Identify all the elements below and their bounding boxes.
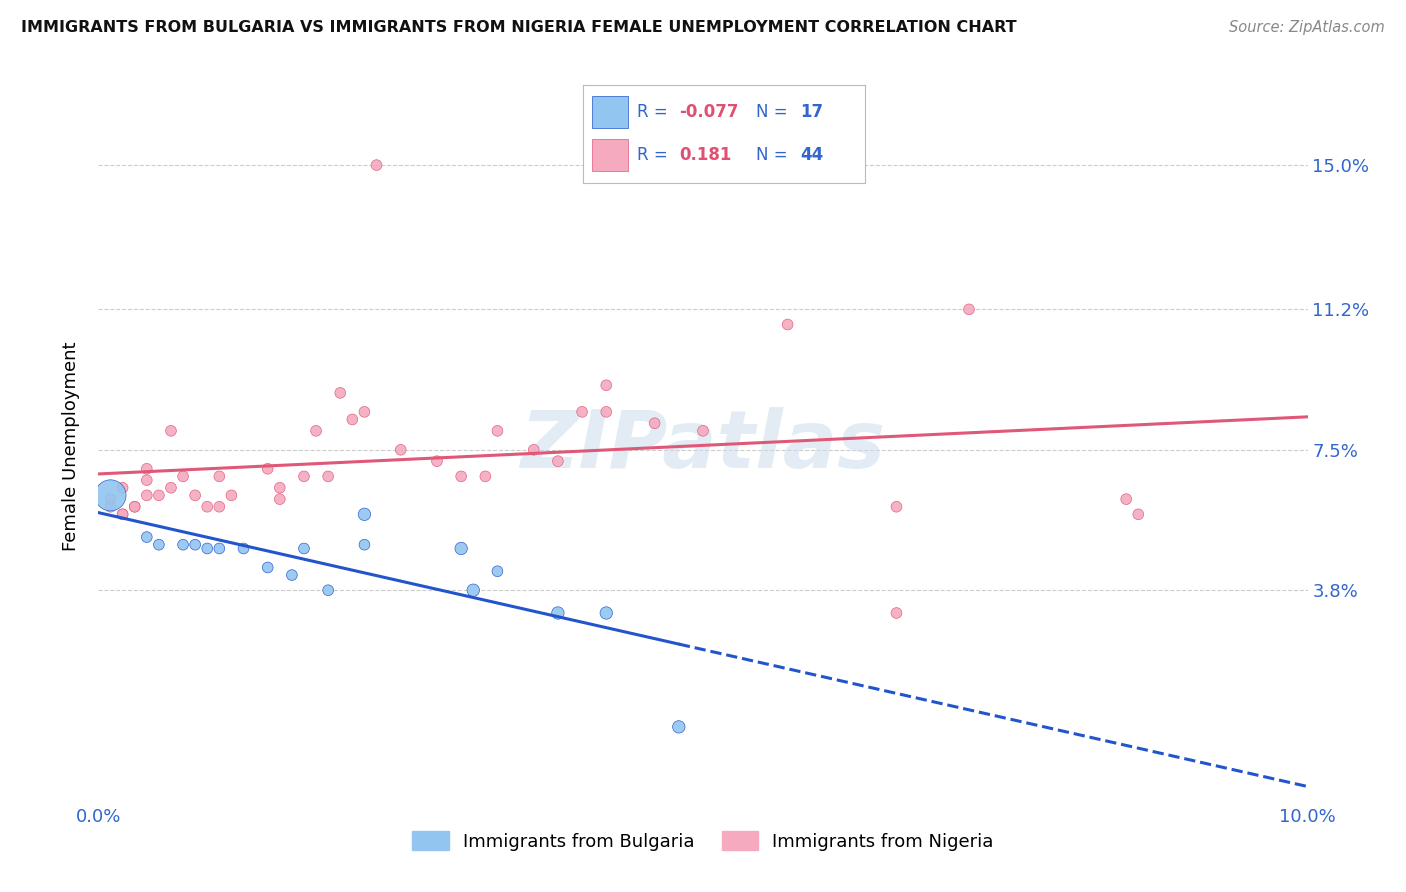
Point [1115, 492, 1137, 507]
Point [523, 442, 546, 457]
Point [135, 473, 157, 487]
Point [184, 538, 207, 552]
Point [463, 583, 485, 598]
Point [957, 302, 980, 317]
Point [342, 412, 364, 426]
Point [547, 454, 569, 468]
Text: N =: N = [756, 146, 793, 164]
Point [221, 488, 243, 502]
Point [571, 405, 593, 419]
Point [124, 500, 146, 514]
Point [292, 469, 315, 483]
Point [316, 469, 339, 483]
Point [269, 481, 291, 495]
Point [547, 606, 569, 620]
Point [486, 564, 509, 578]
Point [426, 454, 449, 468]
Legend: Immigrants from Bulgaria, Immigrants from Nigeria: Immigrants from Bulgaria, Immigrants fro… [405, 824, 1001, 858]
Point [353, 538, 375, 552]
Point [148, 538, 170, 552]
Point [1128, 508, 1150, 522]
Text: R =: R = [637, 146, 673, 164]
Point [111, 508, 134, 522]
Point [100, 492, 122, 507]
Point [208, 469, 231, 483]
Text: Source: ZipAtlas.com: Source: ZipAtlas.com [1229, 20, 1385, 35]
Point [195, 541, 218, 556]
Point [135, 462, 157, 476]
Text: IMMIGRANTS FROM BULGARIA VS IMMIGRANTS FROM NIGERIA FEMALE UNEMPLOYMENT CORRELAT: IMMIGRANTS FROM BULGARIA VS IMMIGRANTS F… [21, 20, 1017, 35]
Point [329, 385, 352, 400]
Point [195, 500, 218, 514]
Point [886, 500, 908, 514]
Point [100, 500, 122, 514]
Text: N =: N = [756, 103, 793, 120]
Point [111, 481, 134, 495]
Point [100, 488, 122, 502]
Point [208, 541, 231, 556]
Point [886, 606, 908, 620]
Bar [592, 95, 628, 128]
Point [269, 492, 291, 507]
Point [256, 462, 278, 476]
Point [450, 541, 472, 556]
Bar [592, 139, 628, 171]
Point [292, 541, 315, 556]
Point [776, 318, 799, 332]
Point [644, 416, 666, 430]
Point [316, 583, 339, 598]
Text: ZIPatlas: ZIPatlas [520, 407, 886, 485]
Point [208, 500, 231, 514]
Point [172, 469, 194, 483]
Point [305, 424, 328, 438]
Point [450, 469, 472, 483]
Point [232, 541, 254, 556]
Text: R =: R = [637, 103, 673, 120]
Point [668, 720, 690, 734]
Point [124, 500, 146, 514]
Point [256, 560, 278, 574]
Point [281, 568, 304, 582]
Point [595, 405, 617, 419]
Text: 17: 17 [800, 103, 823, 120]
Point [389, 442, 412, 457]
Point [474, 469, 496, 483]
Point [160, 481, 183, 495]
Point [184, 488, 207, 502]
Text: 0.181: 0.181 [679, 146, 731, 164]
Text: -0.077: -0.077 [679, 103, 738, 120]
Point [595, 606, 617, 620]
Point [160, 424, 183, 438]
Point [135, 530, 157, 544]
Point [135, 488, 157, 502]
Point [486, 424, 509, 438]
Point [595, 378, 617, 392]
Y-axis label: Female Unemployment: Female Unemployment [62, 342, 80, 550]
Point [111, 508, 134, 522]
Text: 44: 44 [800, 146, 824, 164]
Point [366, 158, 388, 172]
Point [353, 508, 375, 522]
Point [353, 405, 375, 419]
Point [172, 538, 194, 552]
Point [692, 424, 714, 438]
Point [148, 488, 170, 502]
